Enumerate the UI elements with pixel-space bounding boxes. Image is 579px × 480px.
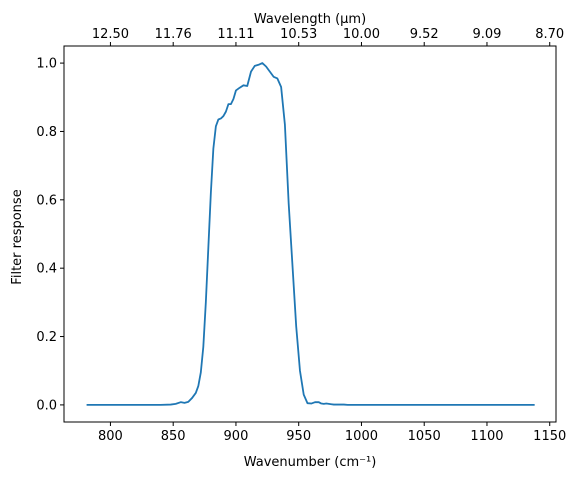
y-tick-label: 1.0 — [36, 57, 57, 72]
x-tick-label: 1100 — [470, 429, 503, 444]
top-tick-label: 11.11 — [217, 27, 254, 42]
x-tick-label: 1050 — [408, 429, 441, 444]
plot-area: 800 850 900 950 1000 1050 1100 1150 0.0 0.2 0.4 0.6… — [36, 27, 566, 444]
top-tick-label: 12.50 — [92, 27, 129, 42]
top-tick-label: 9.52 — [410, 27, 439, 42]
x-tick-label: 850 — [161, 429, 186, 444]
y-tick-label: 0.4 — [36, 262, 57, 277]
top-axis-label: Wavelength (μm) — [254, 12, 366, 27]
top-tick-label: 11.76 — [155, 27, 192, 42]
top-tick-label: 8.70 — [535, 27, 564, 42]
top-tick-label: 10.00 — [343, 27, 380, 42]
x-tick-label: 800 — [98, 429, 123, 444]
x-tick-label: 950 — [286, 429, 311, 444]
y-tick-label: 0.6 — [36, 193, 57, 208]
series-line — [86, 62, 535, 406]
y-tick-label: 0.8 — [36, 125, 57, 140]
x-axis-label: Wavenumber (cm⁻¹) — [244, 455, 377, 470]
y-tick-label: 0.2 — [36, 330, 57, 345]
x-tick-label: 1150 — [533, 429, 566, 444]
x-tick-label: 900 — [224, 429, 249, 444]
plot-frame — [63, 45, 557, 423]
x-tick-label: 1000 — [345, 429, 378, 444]
top-tick-label: 10.53 — [280, 27, 317, 42]
y-tick-label: 0.0 — [36, 398, 57, 413]
y-axis-label: Filter response — [10, 189, 25, 284]
top-tick-label: 9.09 — [472, 27, 501, 42]
